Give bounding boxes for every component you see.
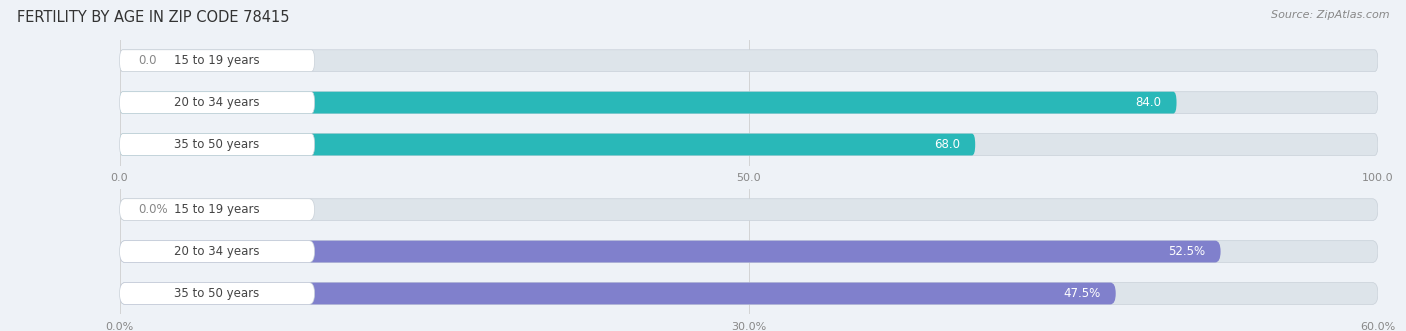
FancyBboxPatch shape bbox=[120, 241, 315, 262]
FancyBboxPatch shape bbox=[120, 199, 1378, 220]
FancyBboxPatch shape bbox=[120, 283, 315, 305]
Text: 52.5%: 52.5% bbox=[1168, 245, 1205, 258]
FancyBboxPatch shape bbox=[120, 92, 1177, 114]
FancyBboxPatch shape bbox=[120, 92, 1378, 114]
Text: FERTILITY BY AGE IN ZIP CODE 78415: FERTILITY BY AGE IN ZIP CODE 78415 bbox=[17, 10, 290, 25]
Text: 35 to 50 years: 35 to 50 years bbox=[174, 138, 260, 151]
FancyBboxPatch shape bbox=[120, 283, 1378, 305]
Text: Source: ZipAtlas.com: Source: ZipAtlas.com bbox=[1271, 10, 1389, 20]
Text: 15 to 19 years: 15 to 19 years bbox=[174, 203, 260, 216]
FancyBboxPatch shape bbox=[120, 134, 315, 156]
Text: 15 to 19 years: 15 to 19 years bbox=[174, 54, 260, 67]
FancyBboxPatch shape bbox=[120, 134, 1378, 156]
FancyBboxPatch shape bbox=[120, 241, 1378, 262]
Text: 20 to 34 years: 20 to 34 years bbox=[174, 245, 260, 258]
Text: 20 to 34 years: 20 to 34 years bbox=[174, 96, 260, 109]
Text: 84.0: 84.0 bbox=[1136, 96, 1161, 109]
Text: 47.5%: 47.5% bbox=[1063, 287, 1101, 300]
FancyBboxPatch shape bbox=[120, 199, 315, 220]
Text: 0.0: 0.0 bbox=[138, 54, 157, 67]
Text: 0.0%: 0.0% bbox=[138, 203, 167, 216]
FancyBboxPatch shape bbox=[120, 134, 976, 156]
FancyBboxPatch shape bbox=[120, 92, 315, 114]
FancyBboxPatch shape bbox=[120, 241, 1220, 262]
FancyBboxPatch shape bbox=[120, 283, 1116, 305]
Text: 35 to 50 years: 35 to 50 years bbox=[174, 287, 260, 300]
Text: 68.0: 68.0 bbox=[934, 138, 960, 151]
FancyBboxPatch shape bbox=[120, 50, 315, 71]
FancyBboxPatch shape bbox=[120, 50, 1378, 71]
